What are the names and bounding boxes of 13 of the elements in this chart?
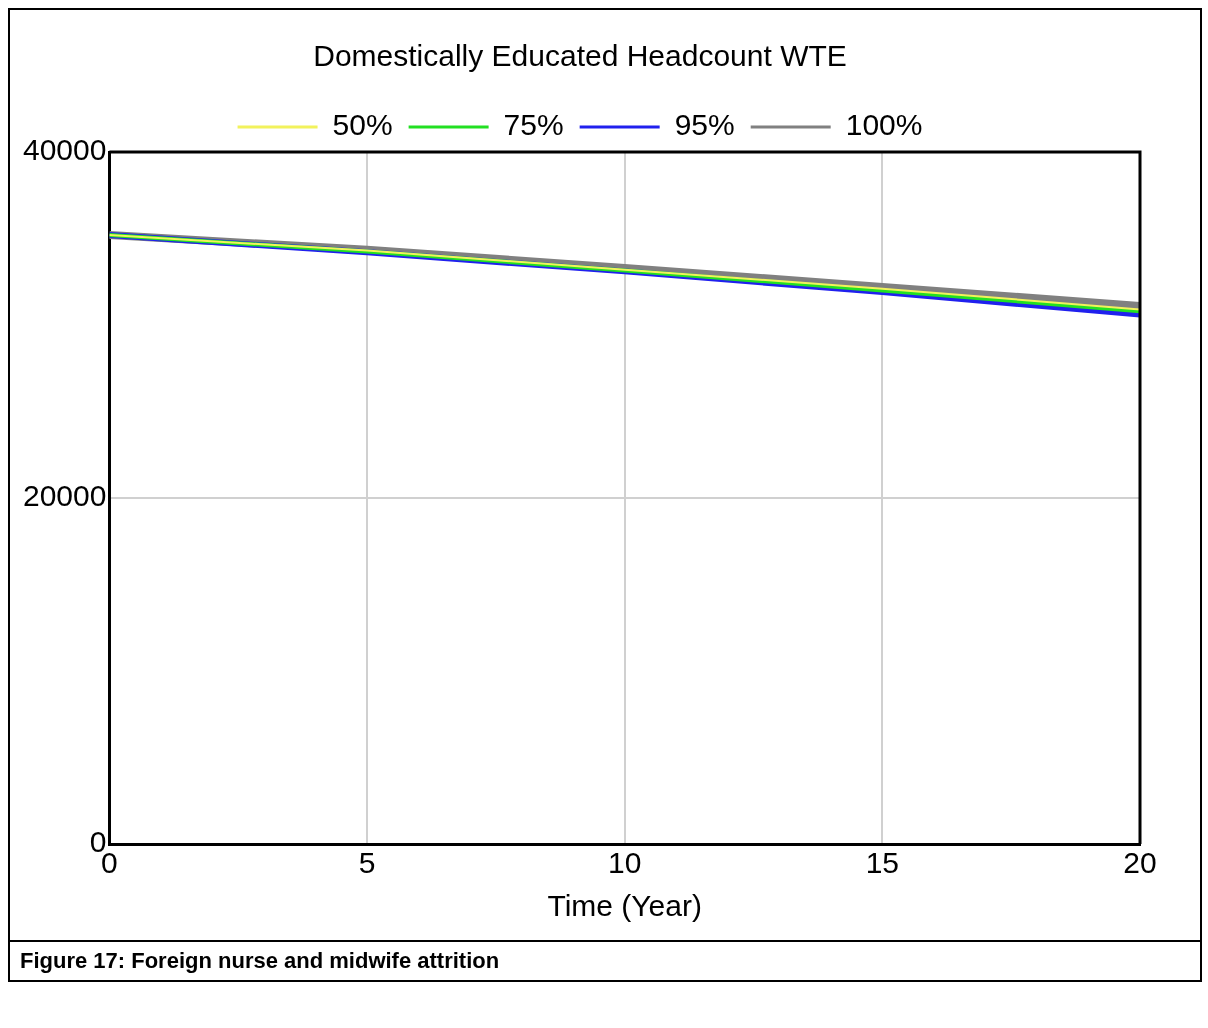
caption: Figure 17: Foreign nurse and midwife attrition bbox=[10, 940, 1200, 980]
legend-label: 100% bbox=[845, 108, 923, 142]
legend-label: 95% bbox=[674, 108, 735, 142]
x-axis-title: Time (Year) bbox=[547, 889, 702, 923]
x-tick-label: 5 bbox=[358, 846, 376, 880]
y-tick-label: 20000 bbox=[22, 479, 107, 513]
legend-label: 50% bbox=[332, 108, 393, 142]
x-tick-label: 10 bbox=[608, 846, 642, 880]
y-tick-label: 40000 bbox=[22, 133, 107, 167]
x-tick-label: 15 bbox=[865, 846, 900, 880]
chart-title: Domestically Educated Headcount WTE bbox=[313, 39, 847, 73]
legend-label: 75% bbox=[503, 108, 564, 142]
x-tick-label: 20 bbox=[1123, 846, 1157, 880]
